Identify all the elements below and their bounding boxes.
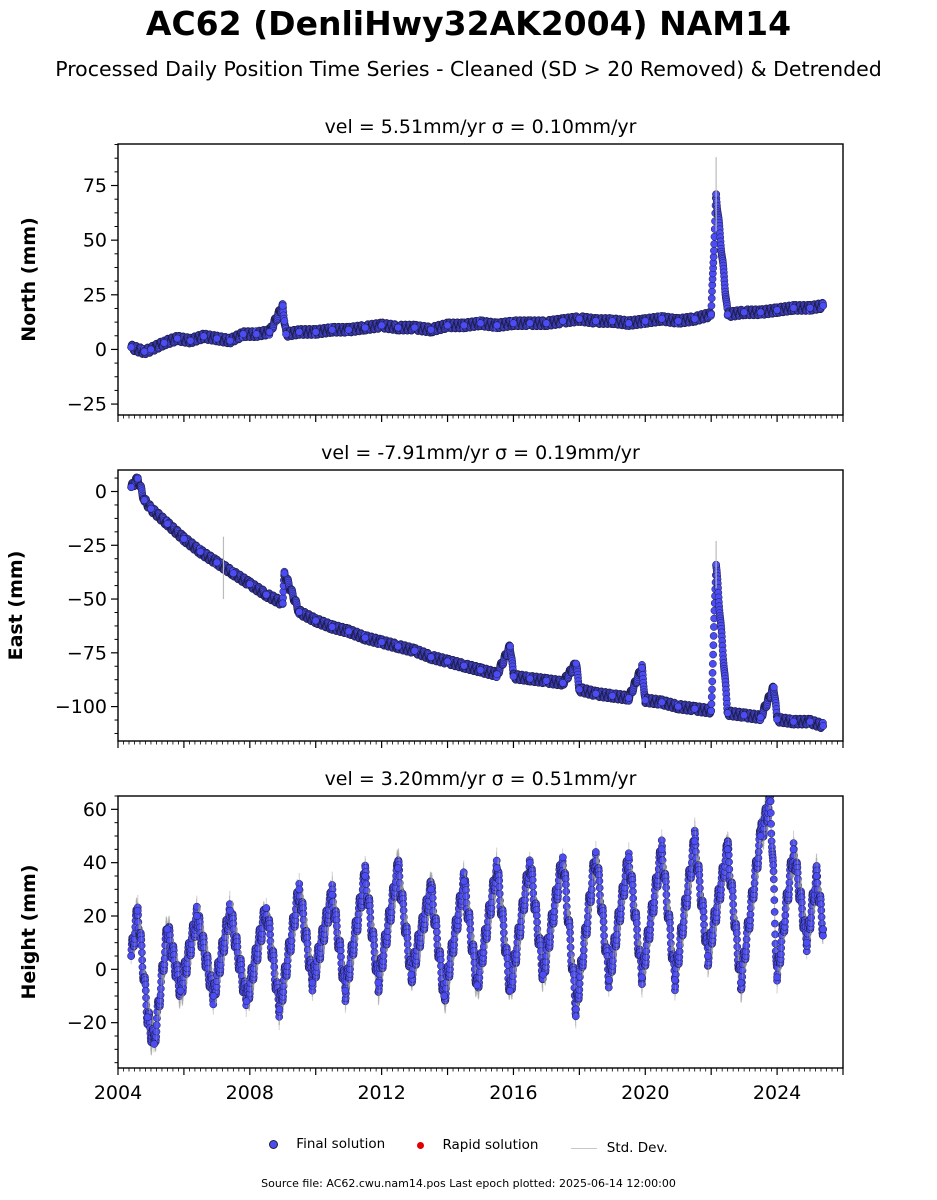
page-title: AC62 (DenliHwy32AK2004) NAM14 (145, 4, 792, 43)
y-tick-label: 50 (83, 230, 107, 252)
data-point (707, 301, 716, 310)
panel-1: vel = 5.51mm/yr σ = 0.10mm/yr North (mm) −… (18, 116, 844, 422)
y-axis-label: North (mm) (18, 217, 40, 342)
y-tick-label: −25 (67, 394, 107, 416)
panel-title: vel = 5.51mm/yr σ = 0.10mm/yr (325, 116, 637, 138)
data-point (707, 294, 716, 303)
page-subtitle: Processed Daily Position Time Series - C… (55, 57, 882, 81)
y-tick-label: 25 (83, 284, 107, 306)
y-tick-label: 75 (83, 175, 107, 197)
y-tick-label: 0 (95, 339, 107, 361)
data-point (710, 246, 718, 255)
data-point (708, 287, 716, 296)
data-group (127, 157, 828, 359)
